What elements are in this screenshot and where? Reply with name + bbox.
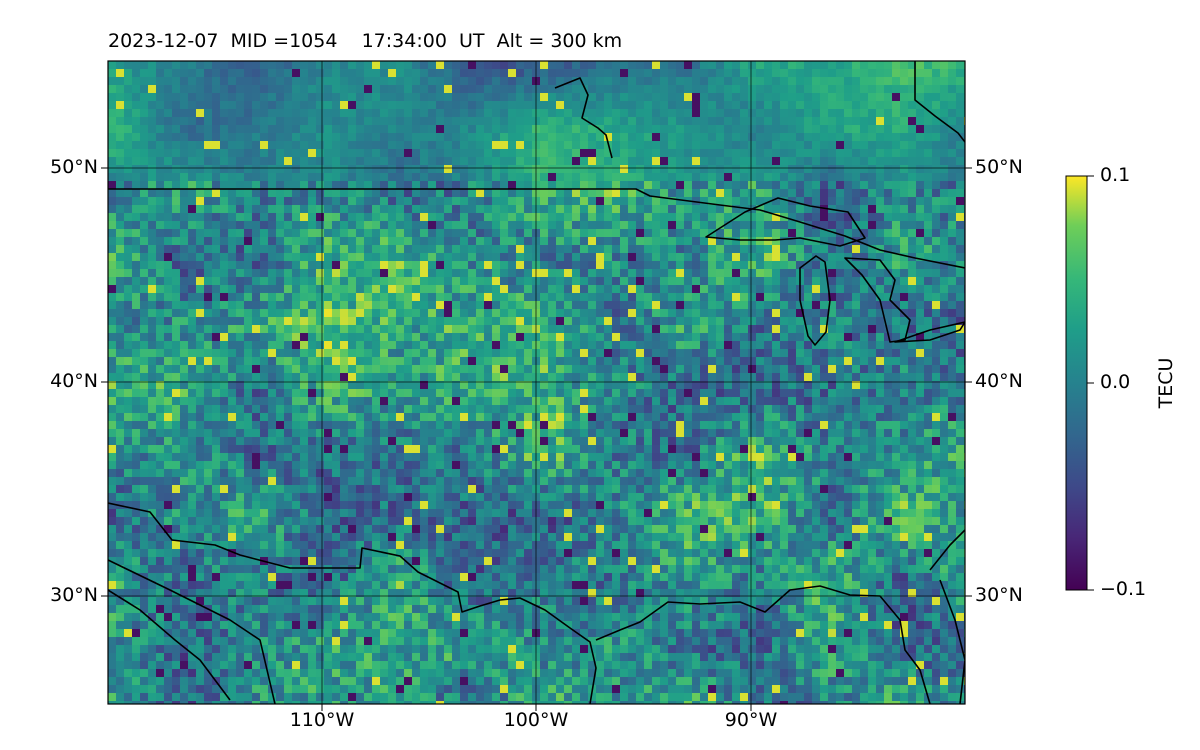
map-boundaries xyxy=(108,61,965,704)
lat-label-30n-right: 30°N xyxy=(975,584,1023,606)
lat-label-40n-right: 40°N xyxy=(975,370,1023,392)
lake-michigan xyxy=(799,255,831,346)
lon-label-100w: 100°W xyxy=(503,709,569,731)
colorbar-tick-min: −0.1 xyxy=(1100,578,1147,600)
us-mexico-border xyxy=(108,502,597,704)
lat-label-30n-left: 30°N xyxy=(50,584,98,606)
figure-title: 2023-12-07 MID =1054 17:34:00 UT Alt = 3… xyxy=(108,30,623,52)
gulf-coast xyxy=(595,585,931,704)
florida-coast xyxy=(929,529,965,704)
colorbar-tick-zero: 0.0 xyxy=(1100,371,1131,393)
lat-label-50n-right: 50°N xyxy=(975,156,1023,178)
lon-label-90w: 90°W xyxy=(724,709,778,731)
lake-erie xyxy=(894,321,965,343)
us-canada-border xyxy=(108,188,965,269)
lake-huron xyxy=(844,257,911,343)
lon-label-110w: 110°W xyxy=(289,709,355,731)
tec-anomaly-field xyxy=(108,61,965,704)
lat-label-40n-left: 40°N xyxy=(50,370,98,392)
pacific-coast xyxy=(108,589,231,701)
colorbar-label: TECU xyxy=(1155,357,1177,409)
baja-coast xyxy=(108,559,276,704)
lat-label-50n-left: 50°N xyxy=(50,156,98,178)
hudson-bay-coast xyxy=(554,77,613,159)
map-gridlines xyxy=(108,61,965,704)
hudson-bay-coast-2 xyxy=(914,61,965,143)
colorbar-ticks xyxy=(1087,175,1094,591)
colorbar xyxy=(1065,175,1088,591)
colorbar-tick-max: 0.1 xyxy=(1100,164,1131,186)
lake-superior xyxy=(705,197,866,247)
axis-ticks xyxy=(101,167,972,711)
